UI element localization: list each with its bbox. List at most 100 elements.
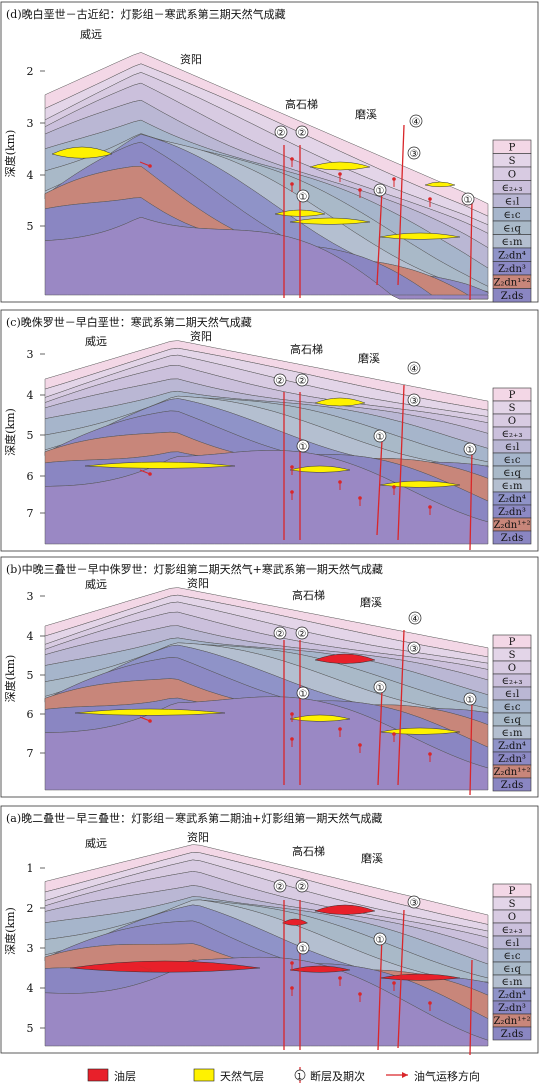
y-tick-label: 7 — [27, 507, 34, 520]
strata-legend-swatch — [492, 530, 532, 545]
fault-number-marker — [373, 183, 387, 197]
migration-arrow-head — [290, 712, 294, 716]
strata-legend-label: Z₂dn³ — [498, 264, 526, 275]
fault-number: ③ — [410, 898, 419, 909]
migration-arrow-head — [392, 485, 396, 489]
strata-legend-label: ∈₁q — [503, 224, 521, 235]
fault-number-marker — [463, 442, 477, 456]
y-tick-label: 6 — [27, 708, 34, 721]
migration-arrow-head — [148, 719, 152, 723]
y-tick-label: 6 — [27, 470, 34, 483]
migration-arrow-head — [290, 737, 294, 741]
fault-number-marker — [373, 932, 387, 946]
fault-number-marker — [461, 192, 475, 206]
strata-legend-label: ∈₁q — [503, 468, 521, 479]
fault-number: ① — [299, 689, 308, 700]
migration-arrow-head — [290, 490, 294, 494]
strata-legend-label: P — [509, 390, 516, 401]
fault-legend-icon: 1 — [294, 1067, 306, 1083]
fault-line — [469, 699, 473, 796]
panel-b: ② ② ① ① ① ③ ④ PSO ∈₂₊₃ ∈₁l ∈₁c ∈₁q ∈₁m Z₂dn⁴ Z₂dn³ Z₂dn… — [0, 556, 539, 798]
oil-layer — [289, 965, 351, 973]
y-tick-label: 5 — [27, 429, 34, 442]
strata-legend-label: Z₁ds — [501, 1029, 524, 1040]
fault-number-marker — [407, 393, 421, 407]
fault-number: ① — [299, 944, 308, 955]
gas-layer — [74, 708, 226, 716]
strata-legend-label: ∈₁m — [502, 237, 523, 248]
fault-line — [397, 124, 405, 286]
strata-legend-label: ∈₂₊₃ — [502, 925, 523, 936]
fault-number-marker — [373, 680, 387, 694]
strata-legend-label: ∈₂₊₃ — [502, 183, 523, 194]
fault-number-marker — [273, 626, 287, 640]
fault-number: ② — [276, 629, 285, 640]
panel-c: ② ② ① ① ① ③ ④ PSO ∈₂₊₃ ∈₁l ∈₁c ∈₁q ∈₁m Z₂dn⁴ Z₂dn³ Z₂dn… — [0, 309, 539, 552]
panel-title: (c)晚侏罗世－早白垩世：寒武系第二期天然气成藏 — [6, 315, 252, 329]
fault-number: ① — [376, 186, 385, 197]
strata-legend-label: ∈₁m — [502, 481, 523, 492]
y-tick-label: 5 — [27, 220, 34, 233]
fault-line — [376, 189, 383, 286]
migration-arrow-head — [428, 197, 432, 201]
migration-arrow-head — [338, 727, 342, 731]
fault-number-marker — [296, 686, 310, 700]
fault-number: ① — [466, 695, 475, 706]
migration-arrow-head — [428, 1001, 432, 1005]
stratum-layer — [44, 956, 489, 1047]
fault-number: ③ — [410, 644, 419, 655]
fault-number: ① — [466, 445, 475, 456]
migration-arrow-head — [392, 732, 396, 736]
fault-number: ① — [376, 683, 385, 694]
place-name: 磨溪 — [355, 108, 377, 121]
fault-number: ② — [276, 376, 285, 387]
strata-legend-label: ∈₁l — [505, 197, 520, 208]
strata-legend-label: S — [509, 156, 516, 167]
strata-legend-label: P — [509, 886, 516, 897]
migration-arrow-head — [290, 157, 294, 161]
y-tick-label: 3 — [27, 117, 34, 130]
migration-arrow-head — [290, 961, 294, 965]
strata-legend-label: ∈₁l — [505, 938, 520, 949]
y-tick-label: 3 — [27, 590, 34, 603]
fault-number: ② — [298, 629, 307, 640]
place-name: 威远 — [85, 578, 107, 591]
stratum-layer — [44, 216, 489, 300]
fault-line — [377, 934, 383, 1051]
fault-line — [469, 959, 473, 1056]
panel-a: ② ② ① ① ③ PSO ∈₂₊₃ ∈₁l ∈₁c ∈₁q ∈₁m Z₂dn⁴ Z₂dn³ Z₂dn¹⁺… — [0, 805, 539, 1056]
oil-layer — [314, 904, 376, 915]
panel-title: (a)晚二叠世－早三叠世：灯影组－寒武系第二期油+灯影组第一期天然气成藏 — [6, 811, 382, 825]
y-tick-label: 7 — [27, 747, 34, 760]
y-tick-label: 3 — [27, 942, 34, 955]
fault-number-marker — [295, 125, 309, 139]
oil-layer — [281, 918, 309, 926]
strata-legend-label: Z₂dn⁴ — [498, 990, 526, 1001]
fault-line — [397, 909, 405, 1049]
fault-number: ① — [299, 192, 308, 203]
gas-swatch — [193, 1068, 215, 1082]
migration-arrow-head — [148, 472, 152, 476]
fault-number-marker — [273, 879, 287, 893]
oil-swatch — [87, 1068, 109, 1082]
migration-arrow-head — [358, 992, 362, 996]
migration-arrow-head — [358, 188, 362, 192]
migration-arrow-head — [428, 752, 432, 756]
oil-layer — [379, 973, 461, 981]
fault-number-marker — [295, 626, 309, 640]
strata-legend-label: ∈₁q — [503, 715, 521, 726]
migration-arrow-head — [338, 976, 342, 980]
y-tick-label: 2 — [27, 902, 34, 915]
fault-number: ② — [298, 882, 307, 893]
place-name: 威远 — [85, 837, 107, 850]
y-axis-label: 深度(km) — [3, 408, 17, 456]
gas-legend-label: 天然气层 — [220, 1069, 264, 1083]
fault-number-marker — [296, 941, 310, 955]
fault-number: ② — [277, 128, 286, 139]
strata-legend-label: Z₁ds — [501, 291, 524, 302]
strata-legend-label: Z₁ds — [501, 780, 524, 791]
migration-arrow-head — [392, 177, 396, 181]
strata-legend-label: P — [509, 143, 516, 154]
migration-arrow-head — [290, 986, 294, 990]
